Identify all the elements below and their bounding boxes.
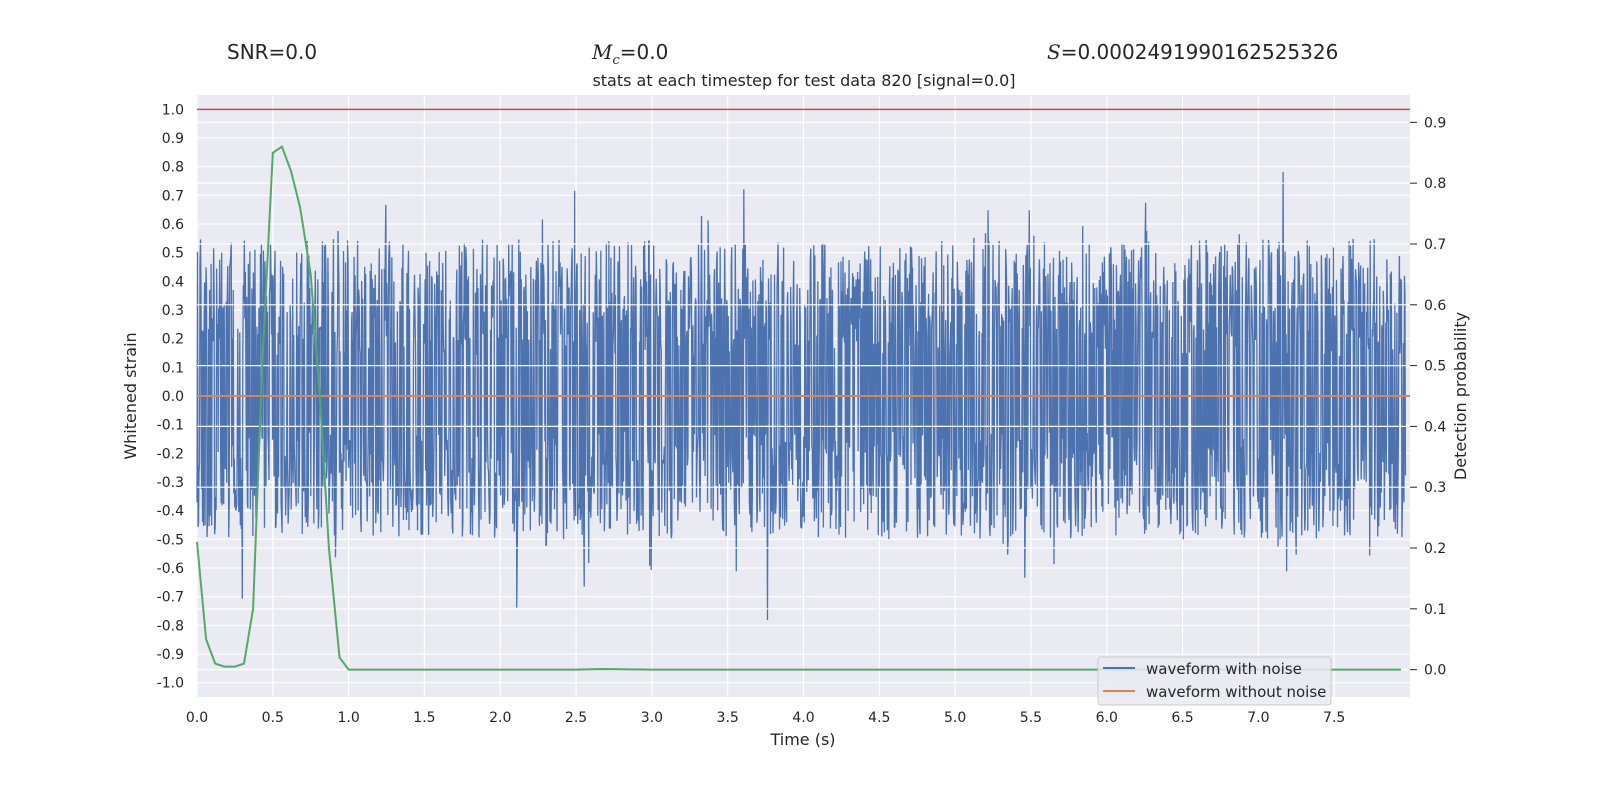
x-tick-label: 6.0 — [1096, 710, 1118, 726]
detection-probability-line — [196, 145, 1401, 671]
y-tick-label: 0.6 — [162, 217, 184, 233]
y-tick-label: 0.0 — [162, 389, 184, 405]
y2-tick-label: 0.4 — [1424, 419, 1446, 435]
chart-title: stats at each timestep for test data 820… — [592, 71, 1015, 90]
y-tick-label: -0.3 — [157, 475, 184, 491]
x-tick-label: 2.0 — [489, 710, 511, 726]
waveform-with-noise-line — [196, 171, 1407, 621]
y-axis-label: Whitened strain — [121, 332, 140, 459]
y2-tick-label: 0.2 — [1424, 541, 1446, 557]
y2-tick-label: 0.8 — [1424, 176, 1446, 192]
y2-tick-label: 0.9 — [1424, 115, 1446, 131]
y-tick-label: 0.3 — [162, 303, 184, 319]
y2-tick-label: 0.6 — [1424, 298, 1446, 314]
y-tick-label: 0.4 — [162, 274, 184, 290]
x-tick-label: 4.0 — [792, 710, 814, 726]
legend-label-without-noise: waveform without noise — [1146, 683, 1326, 701]
s-statistic-label: S=0.0002491990162525326 — [1047, 40, 1339, 64]
y2-tick-label: 0.5 — [1424, 359, 1446, 375]
x-tick-label: 1.0 — [337, 710, 359, 726]
y2-tick-label: 0.7 — [1424, 237, 1446, 253]
legend-box — [1097, 656, 1332, 706]
x-tick-label: 0.0 — [186, 710, 208, 726]
x-tick-label: 2.5 — [565, 710, 587, 726]
x-tick-label: 7.0 — [1247, 710, 1269, 726]
y-tick-label: -0.5 — [157, 532, 184, 548]
y-tick-label: 0.7 — [162, 188, 184, 204]
y2-tick-label: 0.1 — [1424, 602, 1446, 618]
x-axis-label: Time (s) — [769, 730, 835, 749]
x-tick-label: 3.0 — [641, 710, 663, 726]
y-tick-label: -0.4 — [157, 504, 184, 520]
series-layer — [196, 108, 1410, 671]
y-tick-label: -0.9 — [157, 647, 184, 663]
y-tick-label: -1.0 — [157, 676, 184, 692]
chirp-mass-label: Mc=0.0 — [592, 40, 669, 68]
y-tick-label: 0.1 — [162, 360, 184, 376]
x-tick-label: 1.5 — [413, 710, 435, 726]
y2-tick-label: 0.3 — [1424, 480, 1446, 496]
x-tick-label: 5.5 — [1020, 710, 1042, 726]
y-tick-label: -0.7 — [157, 590, 184, 606]
y-tick-label: -0.6 — [157, 561, 184, 577]
y2-tick-label: 0.0 — [1424, 663, 1446, 679]
x-tick-label: 0.5 — [262, 710, 284, 726]
y-tick-label: -0.2 — [157, 446, 184, 462]
snr-label: SNR=0.0 — [227, 40, 318, 64]
axes-layer: 0.0 0.5 1.0 1.5 2.0 2.5 3.0 3.5 4.0 4.5 5.0 5.5 6.0 6… — [157, 102, 1447, 726]
y-tick-label: 1.0 — [162, 102, 184, 118]
x-tick-label: 3.5 — [717, 710, 739, 726]
x-tick-label: 4.5 — [868, 710, 890, 726]
legend: waveform with noise waveform without noi… — [1097, 656, 1332, 706]
y-tick-label: 0.2 — [162, 332, 184, 348]
y2-axis-label: Detection probability — [1451, 312, 1470, 480]
y-tick-label: -0.8 — [157, 618, 184, 634]
x-tick-label: 6.5 — [1171, 710, 1193, 726]
y-tick-label: 0.9 — [162, 131, 184, 147]
x-tick-label: 5.0 — [944, 710, 966, 726]
legend-label-with-noise: waveform with noise — [1146, 660, 1302, 678]
x-tick-label: 7.5 — [1323, 710, 1345, 726]
y-tick-label: 0.5 — [162, 246, 184, 262]
y-tick-label: 0.8 — [162, 160, 184, 176]
y-tick-label: -0.1 — [157, 418, 184, 434]
